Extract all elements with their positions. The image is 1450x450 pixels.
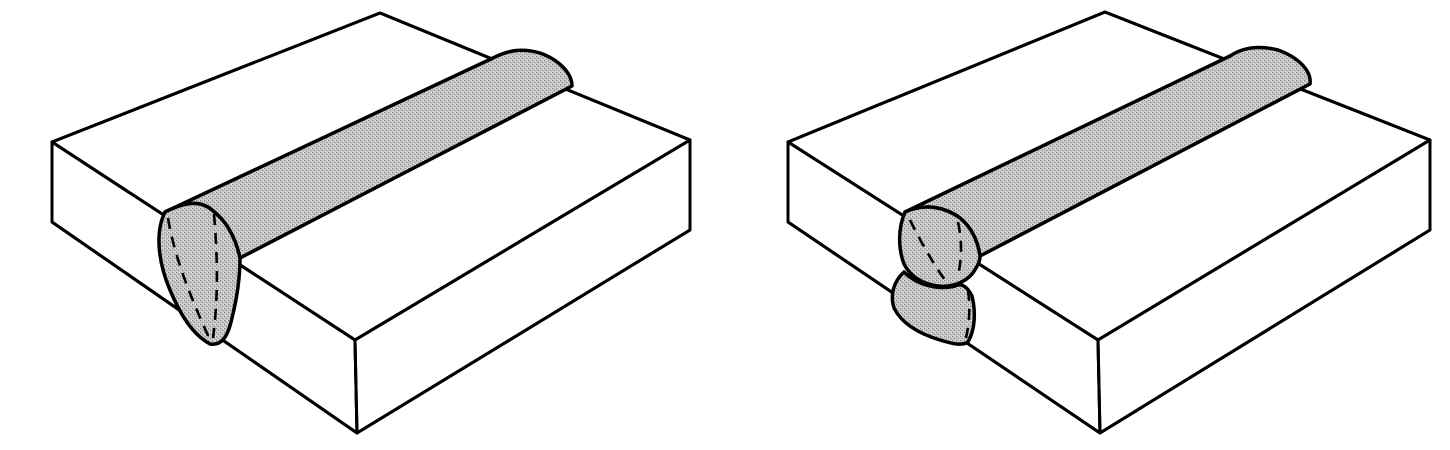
right-fusion-line-outer [908, 219, 947, 281]
right-plate-block [786, 10, 1432, 435]
left-fusion-line-outer [166, 217, 212, 341]
left-fusion-line-inner [211, 213, 219, 339]
left-plate-block [50, 11, 692, 435]
right-fusion-line-lower [964, 289, 971, 339]
right-bead-far-edge [978, 82, 1312, 258]
left-bead-far-edge [238, 84, 574, 260]
right-plate-outline [786, 10, 1432, 435]
right-weld-bead [890, 45, 1312, 346]
left-weld-bead [157, 48, 574, 346]
single-pass-weld-panel [50, 11, 692, 435]
right-fusion-line-inner [956, 221, 963, 277]
right-plate-vertical-edge [1096, 338, 1102, 435]
double-pass-weld-panel [786, 10, 1432, 435]
left-weld-cross-section [157, 201, 242, 346]
right-weld-cross-section-lower [890, 270, 977, 346]
left-plate-outline [50, 11, 692, 435]
left-plate-vertical-edge [353, 338, 359, 435]
